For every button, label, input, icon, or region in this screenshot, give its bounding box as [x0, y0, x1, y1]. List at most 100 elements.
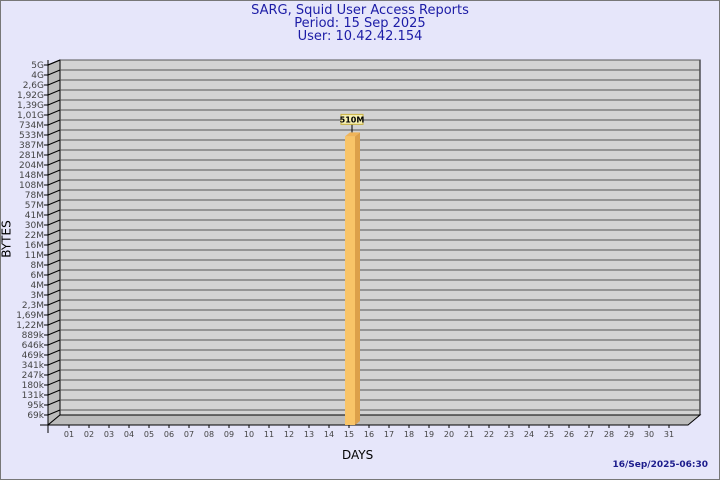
- y-tick-depth: [47, 389, 61, 396]
- bar: [345, 136, 355, 425]
- x-tick-label: 08: [204, 430, 214, 439]
- y-tick-depth: [47, 99, 61, 106]
- x-tick-label: 30: [644, 430, 654, 439]
- bar-top: [345, 132, 360, 137]
- y-tick-label: 204M: [19, 161, 44, 171]
- y-tick-label: 108M: [19, 181, 44, 191]
- y-tick-depth: [47, 399, 61, 406]
- y-tick-label: 3M: [31, 291, 45, 301]
- y-tick-label: 889k: [22, 331, 45, 341]
- y-tick-depth: [47, 189, 61, 196]
- y-tick-label: 30M: [25, 221, 44, 231]
- y-tick-depth: [47, 409, 61, 416]
- y-tick-depth: [47, 369, 61, 376]
- y-tick-label: 5G: [31, 61, 44, 71]
- y-tick-depth: [47, 199, 61, 206]
- x-tick-label: 24: [524, 430, 534, 439]
- y-tick-label: 1,39G: [17, 101, 44, 111]
- y-tick-label: 281M: [19, 151, 44, 161]
- y-tick-depth: [47, 59, 61, 66]
- data-label: 510M: [340, 115, 365, 124]
- y-tick-label: 1,69M: [16, 311, 44, 321]
- y-tick-label: 734M: [19, 121, 44, 131]
- y-tick-label: 4M: [31, 281, 45, 291]
- back-wall: [59, 59, 701, 416]
- timestamp: 16/Sep/2025-06:30: [612, 460, 708, 470]
- x-tick-label: 06: [164, 430, 174, 439]
- x-tick-label: 16: [364, 430, 374, 439]
- y-tick-depth: [47, 89, 61, 96]
- y-tick-depth: [47, 239, 61, 246]
- y-tick-label: 1,92G: [17, 91, 44, 101]
- y-tick-depth: [47, 339, 61, 346]
- y-tick-depth: [47, 379, 61, 386]
- y-tick-depth: [47, 109, 61, 116]
- y-tick-label: 8M: [31, 261, 45, 271]
- x-tick-label: 12: [284, 430, 294, 439]
- x-tick-label: 02: [84, 430, 94, 439]
- y-tick-depth: [47, 349, 61, 356]
- y-tick-depth: [47, 309, 61, 316]
- chart-user: User: 10.42.42.154: [297, 29, 423, 44]
- y-tick-label: 16M: [25, 241, 44, 251]
- y-tick-depth: [47, 119, 61, 126]
- x-axis-label: DAYS: [342, 448, 374, 462]
- x-tick-label: 27: [584, 430, 594, 439]
- x-tick-label: 09: [224, 430, 234, 439]
- y-axis-label: BYTES: [0, 220, 14, 258]
- y-tick-label: 180k: [22, 381, 45, 391]
- bar-side: [355, 132, 360, 425]
- y-tick-depth: [47, 359, 61, 366]
- y-tick-depth: [47, 249, 61, 256]
- x-tick-label: 26: [564, 430, 574, 439]
- y-tick-label: 1,01G: [17, 111, 44, 121]
- x-tick-label: 22: [484, 430, 494, 439]
- y-tick-depth: [47, 259, 61, 266]
- y-tick-label: 1,22M: [16, 321, 44, 331]
- y-tick-label: 11M: [25, 251, 44, 261]
- y-tick-label: 646k: [22, 341, 45, 351]
- y-tick-depth: [47, 279, 61, 286]
- y-tick-depth: [47, 289, 61, 296]
- y-tick-depth: [47, 229, 61, 236]
- y-tick-label: 78M: [25, 191, 44, 201]
- y-tick-depth: [47, 299, 61, 306]
- x-tick-label: 18: [404, 430, 414, 439]
- x-tick-label: 28: [604, 430, 614, 439]
- y-tick-label: 469k: [22, 351, 45, 361]
- y-tick-depth: [47, 329, 61, 336]
- y-tick-label: 22M: [25, 231, 44, 241]
- y-tick-label: 69k: [27, 411, 44, 421]
- y-tick-label: 95k: [27, 401, 44, 411]
- x-tick-label: 17: [384, 430, 394, 439]
- y-tick-depth: [47, 159, 61, 166]
- y-tick-depth: [47, 209, 61, 216]
- y-tick-depth: [47, 79, 61, 86]
- x-tick-label: 04: [124, 430, 134, 439]
- chart-title: SARG, Squid User Access Reports: [251, 3, 469, 18]
- y-tick-depth: [47, 179, 61, 186]
- y-tick-depth: [47, 149, 61, 156]
- y-tick-label: 148M: [19, 171, 44, 181]
- x-tick-label: 13: [304, 430, 314, 439]
- y-tick-depth: [47, 219, 61, 226]
- y-tick-depth: [47, 69, 61, 76]
- x-tick-label: 25: [544, 430, 554, 439]
- y-tick-label: 41M: [25, 211, 44, 221]
- x-tick-label: 15: [344, 430, 354, 439]
- x-tick-label: 07: [184, 430, 194, 439]
- y-tick-depth: [47, 139, 61, 146]
- x-tick-label: 14: [324, 430, 334, 439]
- x-tick-label: 03: [104, 430, 114, 439]
- x-tick-label: 23: [504, 430, 514, 439]
- x-tick-label: 19: [424, 430, 434, 439]
- y-tick-label: 2,3M: [22, 301, 44, 311]
- y-tick-label: 6M: [31, 271, 45, 281]
- y-tick-label: 2,6G: [23, 81, 44, 91]
- x-tick-label: 11: [264, 430, 274, 439]
- y-tick-label: 247k: [22, 371, 45, 381]
- x-tick-label: 20: [444, 430, 454, 439]
- x-tick-label: 10: [244, 430, 254, 439]
- y-tick-depth: [47, 319, 61, 326]
